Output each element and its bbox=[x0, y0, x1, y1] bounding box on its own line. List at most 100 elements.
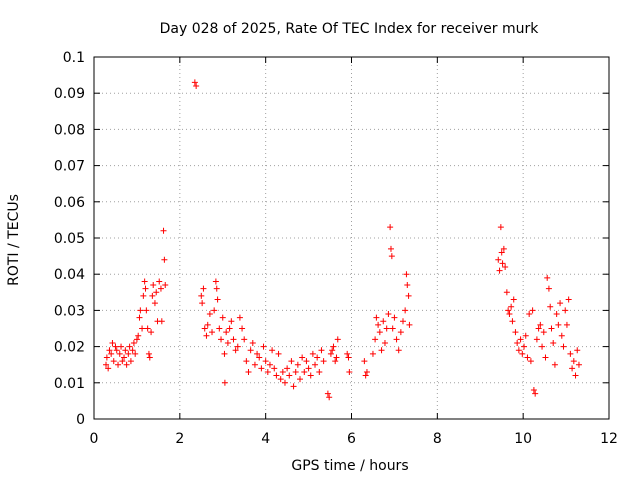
data-point bbox=[243, 358, 250, 365]
data-point bbox=[509, 318, 516, 325]
data-point bbox=[136, 314, 143, 321]
data-point bbox=[373, 314, 380, 321]
y-axis-label: ROTI / TECUs bbox=[6, 194, 22, 286]
data-point bbox=[385, 311, 392, 318]
y-tick-label: 0.07 bbox=[54, 159, 85, 175]
x-tick-label: 0 bbox=[90, 431, 99, 447]
data-point bbox=[316, 368, 323, 375]
data-point bbox=[106, 347, 113, 354]
data-point bbox=[121, 354, 128, 361]
grid-lines bbox=[94, 57, 609, 419]
y-tick-label: 0.04 bbox=[54, 267, 85, 283]
data-point bbox=[108, 350, 115, 357]
data-point bbox=[113, 347, 120, 354]
data-point bbox=[548, 325, 555, 332]
data-point bbox=[572, 372, 579, 379]
data-point bbox=[254, 350, 261, 357]
data-point bbox=[344, 350, 351, 357]
y-tick-label: 0.09 bbox=[54, 86, 85, 102]
data-point bbox=[406, 321, 413, 328]
data-point bbox=[115, 361, 122, 368]
data-point bbox=[279, 368, 286, 375]
data-point bbox=[239, 325, 246, 332]
data-point bbox=[245, 368, 252, 375]
y-tick-label: 0 bbox=[76, 412, 85, 428]
data-point bbox=[312, 361, 319, 368]
data-point bbox=[393, 336, 400, 343]
data-point bbox=[346, 368, 353, 375]
data-point bbox=[314, 354, 321, 361]
data-point bbox=[275, 350, 282, 357]
data-point bbox=[324, 390, 331, 397]
data-point bbox=[199, 300, 206, 307]
data-point bbox=[514, 339, 521, 346]
data-point bbox=[112, 343, 119, 350]
data-point bbox=[332, 358, 339, 365]
data-point bbox=[567, 350, 574, 357]
data-point bbox=[148, 329, 155, 336]
data-point bbox=[162, 282, 169, 289]
data-point bbox=[305, 365, 312, 372]
data-point bbox=[249, 339, 256, 346]
data-point bbox=[387, 224, 394, 231]
data-point bbox=[157, 285, 164, 292]
data-point bbox=[216, 325, 223, 332]
data-point bbox=[502, 263, 509, 270]
y-tick-label: 0.05 bbox=[54, 231, 85, 247]
data-point bbox=[519, 350, 526, 357]
data-point bbox=[526, 311, 533, 318]
x-axis-label: GPS time / hours bbox=[291, 458, 408, 474]
data-point bbox=[191, 79, 198, 86]
data-point bbox=[508, 303, 515, 310]
data-point bbox=[563, 321, 570, 328]
data-point bbox=[103, 361, 110, 368]
data-point bbox=[143, 307, 150, 314]
data-point bbox=[286, 372, 293, 379]
data-point bbox=[135, 332, 142, 339]
data-point bbox=[142, 285, 149, 292]
data-point bbox=[212, 278, 219, 285]
axis-ticks: 0 2 4 6 8 10 12 0 0.01 0.02 0.03 0.04 0.05 0.06 0.07 0.… bbox=[54, 50, 618, 447]
data-point bbox=[544, 274, 551, 281]
data-point bbox=[221, 379, 228, 386]
data-point bbox=[290, 383, 297, 390]
data-point bbox=[318, 347, 325, 354]
data-point bbox=[230, 336, 237, 343]
data-point bbox=[119, 358, 126, 365]
data-point bbox=[345, 354, 352, 361]
data-point bbox=[266, 361, 273, 368]
data-point bbox=[400, 318, 406, 325]
data-point bbox=[542, 354, 549, 361]
data-point bbox=[553, 311, 560, 318]
data-point bbox=[560, 343, 567, 350]
data-point bbox=[395, 347, 402, 354]
data-point bbox=[363, 368, 370, 375]
x-tick-label: 8 bbox=[433, 431, 442, 447]
data-point bbox=[496, 267, 503, 274]
data-point bbox=[535, 325, 542, 332]
data-point bbox=[378, 347, 385, 354]
data-point bbox=[214, 296, 221, 303]
data-point bbox=[503, 289, 510, 296]
data-point bbox=[362, 372, 369, 379]
data-points bbox=[103, 79, 582, 401]
data-point bbox=[403, 271, 410, 278]
data-point bbox=[153, 289, 160, 296]
data-point bbox=[218, 336, 225, 343]
data-point bbox=[273, 372, 280, 379]
data-point bbox=[129, 347, 136, 354]
data-point bbox=[540, 329, 547, 336]
x-tick-label: 6 bbox=[347, 431, 356, 447]
data-point bbox=[500, 245, 507, 252]
data-point bbox=[372, 336, 379, 343]
data-point bbox=[284, 365, 291, 372]
data-point bbox=[387, 245, 394, 252]
data-point bbox=[569, 365, 576, 372]
data-point bbox=[105, 365, 112, 372]
data-point bbox=[574, 347, 581, 354]
data-point bbox=[381, 339, 388, 346]
data-point bbox=[405, 292, 412, 299]
data-point bbox=[139, 325, 146, 332]
data-point bbox=[529, 307, 536, 314]
data-point bbox=[517, 336, 524, 343]
